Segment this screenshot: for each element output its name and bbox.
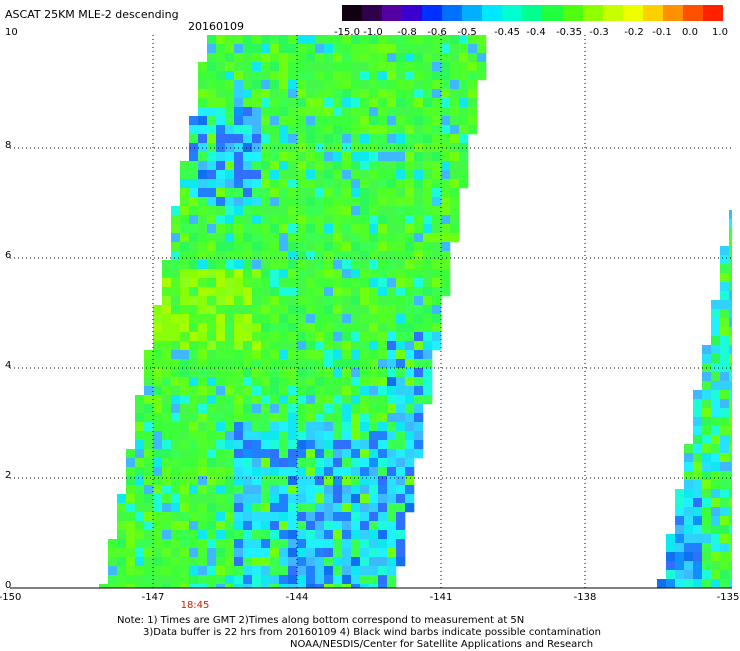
colorbar-label: -0.8 — [397, 27, 417, 38]
colorbar-segment — [462, 5, 483, 21]
y-tick-label: 10 — [5, 27, 18, 38]
colorbar-segment — [422, 5, 443, 21]
colorbar-segment — [442, 5, 463, 21]
y-tick-label: 0 — [5, 580, 12, 591]
colorbar-segment — [482, 5, 503, 21]
colorbar-segment — [602, 5, 623, 21]
colorbar-segment — [542, 5, 563, 21]
grid-lines — [10, 35, 732, 589]
y-tick-label: 6 — [5, 250, 12, 261]
colorbar-label: 1.0 — [712, 27, 728, 38]
colorbar-label: -0.35 — [556, 27, 582, 38]
colorbar-label: -0.3 — [589, 27, 609, 38]
colorbar-label: -1.0 — [363, 27, 383, 38]
x-tick-label: -138 — [573, 592, 597, 603]
y-tick-label: 8 — [5, 140, 12, 151]
x-tick-label: -150 — [0, 592, 22, 603]
note-line-3: NOAA/NESDIS/Center for Satellite Applica… — [290, 639, 594, 650]
colorbar-segment — [662, 5, 683, 21]
y-tick-label: 2 — [5, 470, 12, 481]
colorbar-label: -15.0 — [334, 27, 360, 38]
colorbar-segment — [402, 5, 423, 21]
colorbar-label: -0.4 — [526, 27, 546, 38]
colorbar-segment — [622, 5, 643, 21]
note-line-1: Note: 1) Times are GMT 2)Times along bot… — [117, 615, 525, 626]
colorbar-label: -0.1 — [652, 27, 672, 38]
colorbar — [342, 5, 723, 21]
x-tick-label: -141 — [429, 592, 453, 603]
colorbar-segment — [702, 5, 723, 21]
colorbar-segment — [382, 5, 403, 21]
colorbar-label: -0.6 — [427, 27, 447, 38]
colorbar-label: -0.45 — [494, 27, 520, 38]
x-tick-label: -135 — [716, 592, 740, 603]
colorbar-label: -0.2 — [624, 27, 644, 38]
colorbar-label: -0.5 — [457, 27, 477, 38]
colorbar-segment — [342, 5, 363, 21]
colorbar-segment — [582, 5, 603, 21]
colorbar-segment — [362, 5, 383, 21]
y-tick-label: 4 — [5, 360, 12, 371]
colorbar-segment — [522, 5, 543, 21]
x-tick-label: -147 — [141, 592, 165, 603]
note-line-2: 3)Data buffer is 22 hrs from 20160109 4)… — [143, 627, 601, 638]
colorbar-segment — [502, 5, 523, 21]
swath-layer — [99, 35, 732, 588]
time-label: 18:45 — [180, 600, 210, 611]
colorbar-label: 0.0 — [682, 27, 698, 38]
colorbar-segment — [562, 5, 583, 21]
colorbar-segment — [682, 5, 703, 21]
map-date: 20160109 — [188, 20, 244, 33]
x-tick-label: -144 — [285, 592, 309, 603]
map-title: ASCAT 25KM MLE-2 descending — [5, 8, 179, 21]
colorbar-segment — [642, 5, 663, 21]
